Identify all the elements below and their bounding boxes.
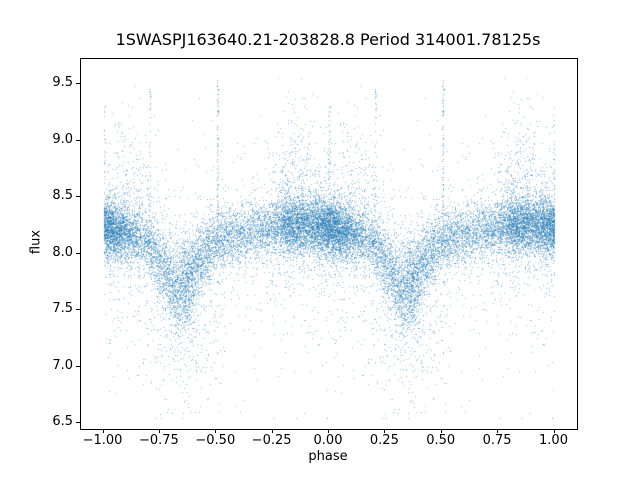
- x-tick-label: −0.25: [251, 433, 292, 448]
- scatter-points-canvas: [81, 59, 577, 429]
- x-tick-mark: [271, 429, 273, 433]
- x-tick-label: −0.50: [195, 433, 236, 448]
- y-tick-label: 8.0: [52, 244, 73, 260]
- x-tick-mark: [384, 429, 386, 433]
- x-tick-mark: [328, 429, 329, 433]
- plot-area: [80, 58, 578, 430]
- x-tick-label: −0.75: [138, 433, 179, 448]
- y-tick-label: 8.5: [52, 188, 73, 203]
- x-tick-mark: [440, 429, 442, 433]
- y-tick-mark: [76, 139, 80, 141]
- y-tick-mark: [76, 252, 80, 254]
- y-tick-label: 9.5: [52, 74, 73, 90]
- x-tick-label: 0.00: [313, 433, 343, 448]
- y-tick-label: 7.5: [52, 301, 73, 317]
- x-axis-label: phase: [308, 449, 348, 464]
- y-tick-label: 7.0: [52, 357, 73, 373]
- x-tick-mark: [102, 429, 104, 433]
- y-tick-mark: [76, 422, 80, 424]
- x-tick-mark: [158, 429, 160, 433]
- y-axis-label: flux: [28, 229, 44, 255]
- x-tick-label: 1.00: [539, 433, 568, 448]
- y-tick-mark: [76, 196, 80, 197]
- x-tick-mark: [497, 429, 499, 433]
- y-tick-mark: [76, 309, 80, 311]
- y-tick-mark: [76, 82, 80, 84]
- x-tick-label: 0.50: [426, 433, 456, 448]
- y-tick-label: 9.0: [52, 131, 73, 147]
- x-tick-label: −1.00: [82, 433, 123, 448]
- x-tick-mark: [215, 429, 217, 433]
- x-tick-mark: [553, 429, 555, 433]
- y-tick-label: 6.5: [52, 414, 73, 430]
- x-tick-label: 0.25: [369, 433, 399, 448]
- chart-title: 1SWASPJ163640.21-203828.8 Period 314001.…: [115, 30, 541, 49]
- x-tick-label: 0.75: [482, 433, 512, 448]
- y-tick-mark: [76, 365, 80, 367]
